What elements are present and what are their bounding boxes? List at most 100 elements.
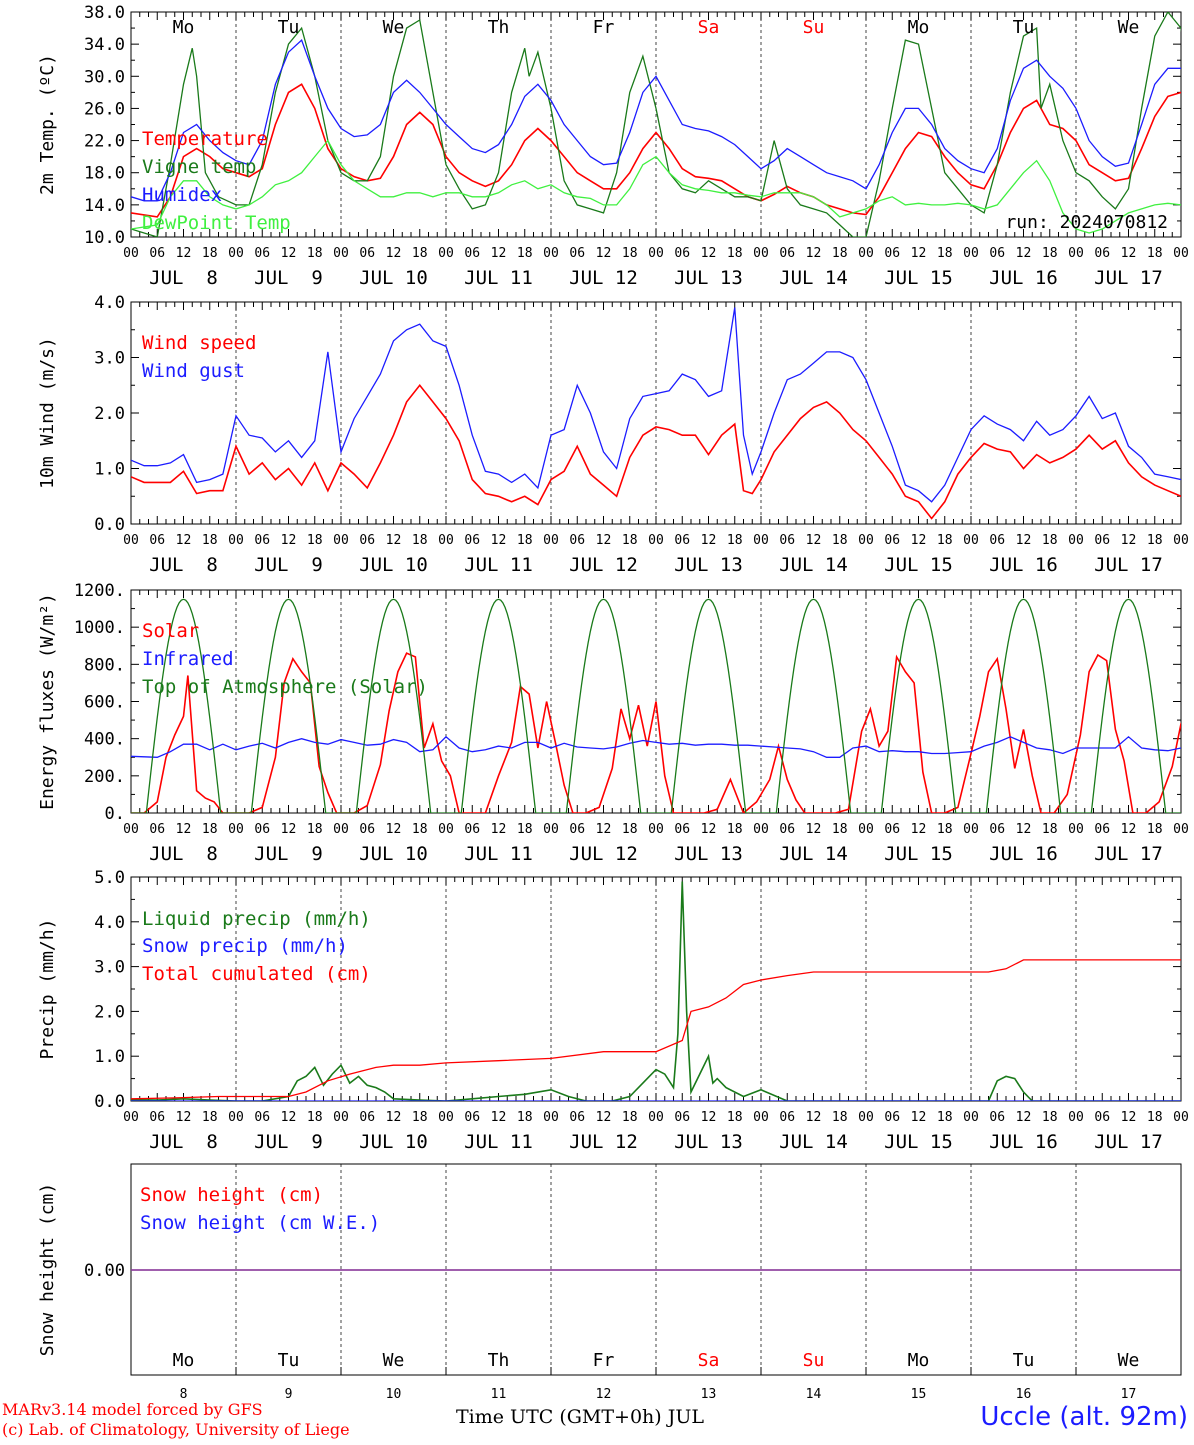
y-tick-label: 5.0 — [94, 868, 125, 888]
weekday-label: Fr — [593, 17, 615, 38]
day-number-label: 15 — [911, 1387, 927, 1402]
series-line — [131, 735, 1181, 758]
hour-label: 06 — [989, 1110, 1005, 1125]
series-line — [131, 139, 1181, 234]
model-credit: MARv3.14 model forced by GFS — [2, 1400, 263, 1419]
hour-label: 00 — [963, 1110, 979, 1125]
date-label: JUL 13 — [674, 267, 743, 289]
hour-label: 06 — [779, 1110, 795, 1125]
y-tick-label: 200. — [84, 767, 125, 787]
hour-label: 06 — [149, 533, 165, 548]
hour-label: 06 — [359, 246, 375, 261]
hour-label: 00 — [1173, 1110, 1189, 1125]
date-label: JUL 16 — [989, 843, 1058, 865]
date-label: JUL 16 — [989, 1131, 1058, 1153]
date-label: JUL 8 — [149, 1131, 218, 1153]
hour-label: 06 — [779, 822, 795, 837]
y-tick-label: 4.0 — [94, 293, 125, 313]
day-number-label: 17 — [1121, 1387, 1137, 1402]
y-tick-label: 4.0 — [94, 913, 125, 933]
hour-label: 12 — [1121, 1110, 1137, 1125]
hour-label: 12 — [596, 822, 612, 837]
hour-label: 12 — [701, 822, 717, 837]
date-label: JUL 13 — [674, 843, 743, 865]
y-axis-label: Energy fluxes (W/m²) — [37, 593, 58, 810]
date-label: JUL 10 — [359, 1131, 428, 1153]
hour-label: 12 — [596, 246, 612, 261]
weekday-label: Su — [803, 17, 825, 38]
hour-label: 06 — [569, 1110, 585, 1125]
hour-label: 00 — [648, 246, 664, 261]
y-tick-label: 2.0 — [94, 1002, 125, 1022]
hour-label: 00 — [753, 246, 769, 261]
hour-label: 06 — [254, 1110, 270, 1125]
hour-label: 06 — [569, 246, 585, 261]
hour-label: 18 — [937, 246, 953, 261]
hour-label: 00 — [858, 1110, 874, 1125]
y-tick-label: 1.0 — [94, 460, 125, 480]
hour-label: 00 — [1068, 1110, 1084, 1125]
hour-label: 00 — [228, 246, 244, 261]
weekday-label: Mo — [908, 1350, 930, 1371]
day-number-label: 8 — [180, 1387, 188, 1402]
date-label: JUL 12 — [569, 554, 638, 576]
legend-entry: Wind speed — [142, 332, 256, 354]
hour-label: 00 — [858, 533, 874, 548]
hour-label: 06 — [674, 533, 690, 548]
y-tick-label: 26.0 — [84, 99, 125, 119]
hour-label: 06 — [359, 1110, 375, 1125]
hour-label: 18 — [832, 822, 848, 837]
hour-label: 06 — [989, 246, 1005, 261]
day-number-label: 10 — [386, 1387, 402, 1402]
hour-label: 06 — [149, 822, 165, 837]
hour-label: 18 — [307, 246, 323, 261]
hour-label: 18 — [937, 533, 953, 548]
date-label: JUL 13 — [674, 1131, 743, 1153]
date-label: JUL 15 — [884, 554, 953, 576]
hour-label: 00 — [648, 533, 664, 548]
hour-label: 00 — [753, 822, 769, 837]
series-group — [131, 307, 1181, 520]
hour-label: 06 — [464, 822, 480, 837]
hour-label: 18 — [412, 1110, 428, 1125]
y-tick-label: 400. — [84, 730, 125, 750]
hour-label: 00 — [963, 533, 979, 548]
hour-label: 12 — [176, 533, 192, 548]
hour-label: 00 — [753, 1110, 769, 1125]
y-axis-label: Snow height (cm) — [37, 1183, 58, 1356]
series-line — [131, 38, 1181, 202]
hour-label: 18 — [727, 533, 743, 548]
hour-label: 12 — [701, 533, 717, 548]
hour-label: 06 — [674, 822, 690, 837]
date-label: JUL 11 — [464, 554, 533, 576]
hour-label: 18 — [832, 533, 848, 548]
station-label: Uccle (alt. 92m) — [980, 1402, 1188, 1432]
hour-label: 12 — [176, 1110, 192, 1125]
run-annotation: run: 2024070812 — [1005, 212, 1168, 233]
date-label: JUL 11 — [464, 1131, 533, 1153]
weekday-label: Tu — [278, 17, 300, 38]
hour-label: 18 — [517, 1110, 533, 1125]
hour-label: 00 — [228, 1110, 244, 1125]
date-label: JUL 17 — [1094, 1131, 1163, 1153]
weekday-label: Mo — [173, 1350, 195, 1371]
hour-label: 06 — [359, 822, 375, 837]
hour-label: 18 — [622, 1110, 638, 1125]
date-label: JUL 11 — [464, 267, 533, 289]
y-tick-label: 30.0 — [84, 67, 125, 87]
y-tick-label: 18.0 — [84, 164, 125, 184]
hour-label: 00 — [333, 1110, 349, 1125]
hour-label: 12 — [281, 822, 297, 837]
hour-label: 18 — [1147, 822, 1163, 837]
date-label: JUL 17 — [1094, 554, 1163, 576]
weekday-label: Sa — [698, 17, 720, 38]
hour-label: 06 — [149, 246, 165, 261]
series-group — [131, 598, 1181, 813]
date-label: JUL 14 — [779, 1131, 848, 1153]
hour-label: 18 — [202, 246, 218, 261]
hour-label: 00 — [123, 1110, 139, 1125]
hour-label: 06 — [779, 246, 795, 261]
hour-label: 06 — [464, 533, 480, 548]
hour-label: 18 — [307, 533, 323, 548]
date-label: JUL 15 — [884, 1131, 953, 1153]
